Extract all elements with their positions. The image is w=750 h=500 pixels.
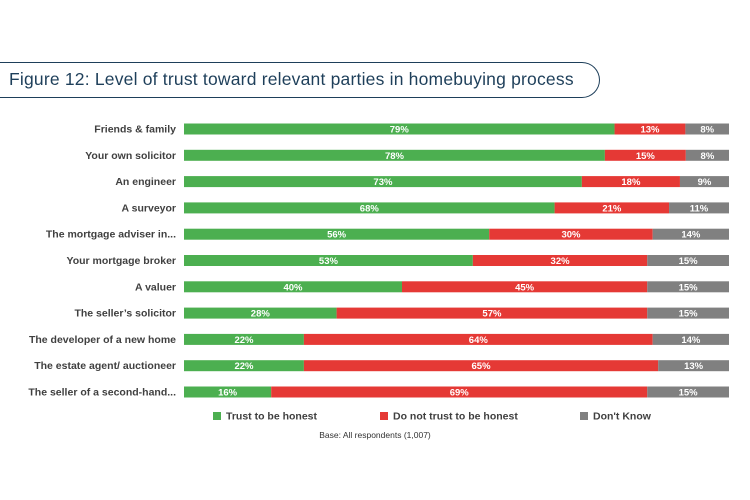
- data-label: 65%: [472, 361, 492, 372]
- data-label: 45%: [515, 282, 535, 293]
- data-label: 15%: [679, 388, 699, 399]
- category-label: The estate agent/ auctioneer: [34, 360, 176, 372]
- data-label: 9%: [698, 177, 712, 188]
- data-label: 11%: [690, 203, 709, 214]
- bar-trust: [184, 228, 490, 240]
- category-label: A surveyor: [122, 202, 176, 214]
- bar-trust: [184, 360, 304, 372]
- bar-trust: [184, 176, 582, 188]
- bar-distrust: [271, 386, 648, 398]
- bar-dont-know: [647, 255, 729, 266]
- category-label: The seller’s solicitor: [74, 308, 176, 320]
- base-note: Base: All respondents (1,007): [319, 430, 431, 440]
- bar-trust: [184, 255, 473, 266]
- data-label: 68%: [360, 203, 380, 214]
- bar-distrust: [581, 176, 680, 188]
- data-label: 53%: [319, 256, 339, 267]
- data-label: 21%: [602, 203, 622, 214]
- legend-swatch: [580, 412, 588, 420]
- bar-dont-know: [669, 202, 729, 214]
- data-label: 14%: [681, 230, 701, 241]
- data-label: 64%: [469, 335, 489, 346]
- bar-trust: [184, 123, 615, 135]
- bar-distrust: [489, 228, 653, 240]
- data-label: 78%: [385, 151, 405, 162]
- bar-distrust: [614, 123, 686, 135]
- category-label: The developer of a new home: [29, 334, 176, 346]
- bar-dont-know: [658, 360, 729, 372]
- data-label: 13%: [640, 125, 660, 136]
- category-label: The mortgage adviser in...: [46, 229, 176, 241]
- data-label: 15%: [636, 151, 656, 162]
- data-label: 32%: [551, 256, 571, 267]
- bar-distrust: [303, 360, 659, 372]
- bar-dont-know: [647, 281, 729, 293]
- bar-trust: [184, 149, 605, 161]
- bar-trust: [184, 386, 272, 398]
- data-label: 15%: [679, 256, 699, 267]
- chart-title: Figure 12: Level of trust toward relevan…: [9, 69, 574, 89]
- data-label: 30%: [561, 230, 581, 241]
- data-label: 15%: [679, 282, 699, 293]
- bar-distrust: [604, 149, 686, 161]
- data-label: 79%: [390, 125, 410, 136]
- category-label: The seller of a second-hand...: [28, 387, 176, 399]
- bar-distrust: [472, 255, 648, 266]
- data-label: 15%: [679, 309, 699, 320]
- bar-dont-know: [647, 386, 729, 398]
- legend-swatch: [213, 412, 221, 420]
- bar-distrust: [554, 202, 670, 214]
- category-label: Your own solicitor: [85, 150, 176, 162]
- bar-dont-know: [685, 149, 729, 161]
- bar-trust: [184, 333, 304, 345]
- data-label: 13%: [684, 361, 704, 372]
- title-frame: [0, 62, 600, 98]
- bar-dont-know: [652, 228, 729, 240]
- bar-dont-know: [679, 176, 729, 188]
- data-label: 56%: [327, 230, 347, 241]
- legend-label: Do not trust to be honest: [393, 411, 518, 423]
- data-label: 22%: [234, 335, 254, 346]
- data-label: 40%: [283, 282, 303, 293]
- data-label: 28%: [251, 309, 271, 320]
- category-label: Friends & family: [94, 124, 176, 136]
- data-label: 73%: [373, 177, 393, 188]
- data-label: 8%: [701, 151, 715, 162]
- data-label: 69%: [450, 388, 470, 399]
- bar-dont-know: [647, 307, 729, 319]
- bar-trust: [184, 202, 555, 214]
- bar-dont-know: [685, 123, 729, 135]
- legend-label: Don't Know: [593, 411, 652, 423]
- data-label: 14%: [681, 335, 701, 346]
- data-label: 22%: [234, 361, 254, 372]
- bar-trust: [184, 307, 337, 319]
- data-label: 18%: [621, 177, 641, 188]
- category-label: An engineer: [115, 176, 176, 188]
- category-label: A valuer: [135, 281, 176, 293]
- bar-distrust: [336, 307, 648, 319]
- category-label: Your mortgage broker: [67, 255, 177, 267]
- bar-distrust: [303, 333, 653, 345]
- data-label: 8%: [700, 125, 714, 136]
- data-label: 16%: [218, 388, 238, 399]
- bar-dont-know: [652, 333, 729, 345]
- legend-swatch: [380, 412, 388, 420]
- data-label: 57%: [482, 309, 502, 320]
- bar-trust: [184, 281, 402, 293]
- bar-distrust: [402, 281, 648, 293]
- legend-label: Trust to be honest: [226, 411, 318, 423]
